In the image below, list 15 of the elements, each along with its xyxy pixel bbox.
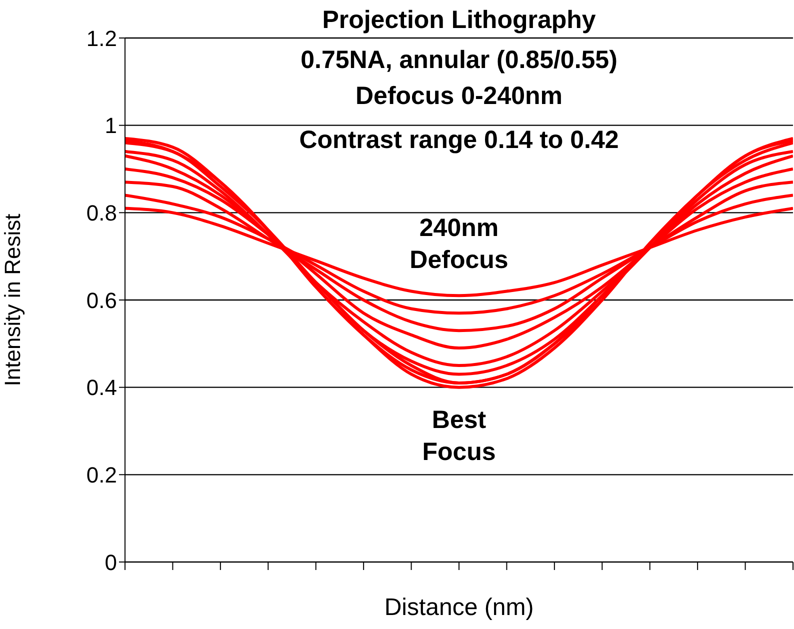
- y-tick-label: 0.2: [86, 462, 117, 488]
- y-tick-label: 0.6: [86, 288, 117, 313]
- chart-title: Projection Lithography: [321, 5, 597, 36]
- y-tick-label: 0.4: [86, 375, 117, 400]
- y-tick-label: 0: [104, 550, 117, 575]
- x-axis-title: Distance (nm): [384, 594, 534, 621]
- annotation: Best Focus: [421, 405, 497, 468]
- y-tick-label: 1: [104, 113, 117, 138]
- annotation: 240nm Defocus: [408, 213, 510, 276]
- annotation: 0.75NA, annular (0.85/0.55): [300, 45, 618, 76]
- annotation: Defocus 0-240nm: [354, 81, 564, 112]
- y-tick-label: 1.2: [86, 26, 117, 51]
- y-tick-label: 0.8: [86, 200, 117, 226]
- annotation: Contrast range 0.14 to 0.42: [298, 125, 620, 156]
- y-axis-title: Intensity in Resist: [0, 214, 25, 386]
